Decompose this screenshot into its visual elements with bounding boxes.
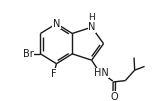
Text: F: F [51,69,56,79]
Text: HN: HN [94,68,108,78]
Text: N: N [88,22,95,32]
Text: Br: Br [23,49,33,59]
Text: O: O [110,92,118,101]
Text: N: N [53,19,60,29]
Text: H: H [88,13,95,22]
